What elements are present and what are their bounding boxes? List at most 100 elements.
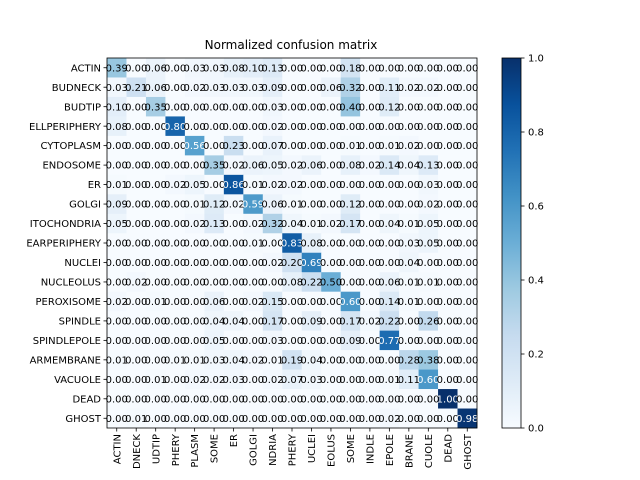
heatmap-cell [107,213,127,234]
y-tick-label: CYTOPLASM [40,141,101,152]
heatmap-cell-label: 0.00 [106,258,128,269]
heatmap-cell [165,389,186,409]
heatmap-cell-label: 0.00 [183,316,205,327]
heatmap-cell-label: 0.00 [281,316,303,327]
heatmap-cell [262,213,283,234]
heatmap-cell-label: 0.00 [145,141,167,152]
heatmap-cell [379,330,400,351]
heatmap-cell-label: 0.00 [359,63,381,74]
heatmap-cell-label: 0.02 [183,219,205,230]
heatmap-cell [107,96,127,117]
heatmap-cell [184,155,205,176]
heatmap-cell-label: 0.00 [359,297,381,308]
heatmap-cell-label: 0.00 [320,355,342,366]
heatmap-cell [243,408,264,429]
heatmap-cell [438,272,458,292]
heatmap-cell-label: 0.01 [378,141,400,152]
heatmap-cell [321,233,341,254]
heatmap-cell-label: 0.00 [359,278,381,289]
heatmap-cell [223,408,244,429]
heatmap-cell-label: 0.00 [261,278,283,289]
heatmap-cell-label: 0.00 [242,122,264,133]
heatmap-cell-label: 0.00 [437,316,459,327]
heatmap-cell [262,408,283,429]
heatmap-cell [457,291,478,312]
heatmap-cell-label: 0.00 [203,239,225,250]
heatmap-cell-label: 0.00 [437,355,459,366]
heatmap-cell-label: 0.00 [125,394,147,405]
heatmap-cell [457,58,478,78]
heatmap-cell-label: 0.00 [359,141,381,152]
heatmap-cell [418,389,439,409]
heatmap-cell-label: 0.00 [164,83,186,94]
heatmap-cell-label: 0.00 [456,239,478,250]
heatmap-cell-label: 0.02 [261,375,283,386]
heatmap-cell-label: 0.00 [183,122,205,133]
heatmap-cell-label: 0.01 [183,355,205,366]
heatmap-cell-label: 0.00 [164,63,186,74]
heatmap-cell-label: 0.00 [417,122,439,133]
heatmap-cell-label: 0.00 [437,258,459,269]
heatmap-cell-label: 0.00 [359,83,381,94]
x-tick-label: GOLGI [249,434,260,466]
heatmap-cell [457,233,478,254]
heatmap-cell [126,252,147,273]
y-tick-label: NUCLEI [64,258,101,269]
heatmap-cell [262,58,283,78]
heatmap-cell-label: 0.17 [339,316,361,327]
heatmap-cell-label: 0.01 [164,355,186,366]
heatmap-cell-label: 0.00 [125,375,147,386]
heatmap-cell [321,77,341,98]
heatmap-cell [457,350,478,370]
heatmap-cell-label: 0.00 [281,122,303,133]
heatmap-cell-label: 0.00 [339,258,361,269]
x-tick-label: SOME [210,434,221,463]
heatmap-cell-label: 0.00 [378,239,400,250]
heatmap-cell-label: 0.00 [145,316,167,327]
heatmap-cell [340,135,361,156]
heatmap-cell [262,350,283,370]
heatmap-cell [399,116,419,137]
heatmap-cell [340,369,361,390]
heatmap-cell-label: 0.21 [125,83,147,94]
heatmap-cell [184,174,205,195]
heatmap-cell-label: 0.00 [125,200,147,211]
heatmap-cell-label: 0.00 [106,394,128,405]
heatmap-cell-label: 0.00 [339,375,361,386]
heatmap-cell [379,213,400,234]
heatmap-cell-label: 0.01 [242,239,264,250]
heatmap-cell [457,311,478,331]
heatmap-cell-label: 0.22 [300,278,322,289]
heatmap-cell-label: 0.00 [398,180,420,191]
heatmap-cell-label: 0.00 [164,394,186,405]
heatmap-cell [204,311,225,331]
heatmap-cell [223,389,244,409]
heatmap-cell-label: 0.01 [145,297,167,308]
heatmap-cell-label: 0.00 [437,122,459,133]
x-tick-label: GHOST [463,433,474,469]
heatmap-cell [145,389,166,409]
heatmap-cell-label: 0.08 [281,278,303,289]
heatmap-cell-label: 0.01 [281,200,303,211]
heatmap-cell-label: 0.05 [203,336,225,347]
heatmap-cell [126,272,147,292]
heatmap-cell [262,174,283,195]
heatmap-cell-label: 0.00 [456,258,478,269]
heatmap-cell-label: 0.00 [261,394,283,405]
heatmap-cell-label: 0.03 [203,63,225,74]
heatmap-cell-label: 0.02 [320,219,342,230]
y-tick-label: ARMEMBRANE [30,355,101,366]
heatmap-cell [243,116,264,137]
heatmap-cell [301,330,322,351]
heatmap-cell-label: 0.00 [320,122,342,133]
heatmap-cell [262,311,283,331]
heatmap-cell [301,408,322,429]
heatmap-cell-label: 0.00 [261,239,283,250]
heatmap-cell [418,213,439,234]
heatmap-cell [399,174,419,195]
heatmap-cell-label: 0.03 [398,239,420,250]
heatmap-cell [223,291,244,312]
heatmap-cell [301,272,322,292]
heatmap-cell [184,58,205,78]
heatmap-cell [438,213,458,234]
